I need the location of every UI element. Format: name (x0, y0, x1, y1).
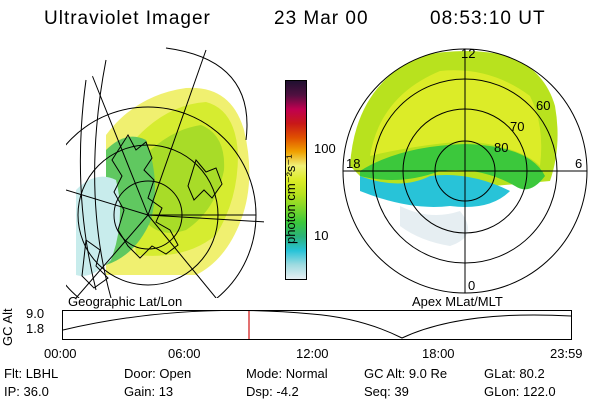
timeline-axis-label: GC Alt (0, 308, 15, 346)
timeline-xtick-2359: 23:59 (550, 346, 583, 361)
date-readout: 23 Mar 00 (274, 8, 369, 29)
glon-field: GLon: 122.0 (484, 384, 556, 399)
limb-arc (165, 47, 248, 141)
lon-line (75, 214, 149, 298)
ip-field: IP: 36.0 (4, 384, 49, 399)
time-readout: 08:53:10 UT (430, 8, 546, 29)
coastline (187, 158, 223, 201)
instrument-title: Ultraviolet Imager (44, 8, 211, 29)
gc-alt-field: GC Alt: 9.0 Re (364, 366, 448, 381)
glat-field: GLat: 80.2 (484, 366, 545, 381)
altitude-curve (62, 310, 572, 339)
filter-field: Flt: LBHL (4, 366, 59, 381)
colorbar-unit-label: photon cm⁻²s⁻¹ (283, 154, 298, 244)
lon-line (147, 214, 217, 298)
door-field: Door: Open (124, 366, 192, 381)
apex-panel-label: Apex MLat/MLT (412, 294, 503, 309)
coastline (81, 239, 109, 289)
seq-field: Seq: 39 (364, 384, 409, 399)
faint-emission (400, 206, 468, 246)
limb-arc (94, 59, 112, 298)
mlat-label-70: 70 (510, 119, 525, 134)
geographic-panel-label: Geographic Lat/Lon (68, 294, 183, 309)
emission-inner (136, 125, 225, 233)
lon-line (85, 59, 149, 216)
geographic-map-panel (66, 47, 264, 298)
apex-polar-panel (342, 48, 588, 294)
dim-emission (360, 175, 510, 207)
timeline-ytick-1-8: 1.8 (26, 321, 45, 336)
timeline-xtick-0000: 00:00 (44, 346, 77, 361)
lon-line (147, 214, 264, 223)
aurora-core (370, 70, 542, 166)
aurora-edge (360, 144, 545, 190)
timeline-ytick-9: 9.0 (26, 306, 45, 321)
timeline-xtick-0600: 06:00 (168, 346, 201, 361)
limb-arc (79, 79, 97, 291)
lon-line (66, 189, 149, 216)
mlt-label-12: 12 (461, 46, 476, 61)
mlt-label-6: 6 (575, 156, 583, 171)
dsp-field: Dsp: -4.2 (246, 384, 299, 399)
gain-field: Gain: 13 (124, 384, 174, 399)
colorbar-tick-100: 100 (314, 141, 336, 156)
mlt-label-18: 18 (346, 156, 361, 171)
mode-field: Mode: Normal (246, 366, 328, 381)
lon-line (147, 49, 207, 216)
mlt-label-0: 0 (468, 278, 476, 293)
mlat-label-60: 60 (536, 98, 551, 113)
coastline (111, 134, 179, 259)
timeline-frame (62, 310, 572, 340)
colorbar (285, 80, 307, 280)
colorbar-tick-10: 10 (314, 228, 329, 243)
mlat-label-80: 80 (494, 140, 509, 155)
timeline-xtick-1800: 18:00 (422, 346, 455, 361)
altitude-timeline (62, 310, 572, 340)
dim-region (76, 176, 120, 276)
timeline-xtick-1200: 12:00 (296, 346, 329, 361)
